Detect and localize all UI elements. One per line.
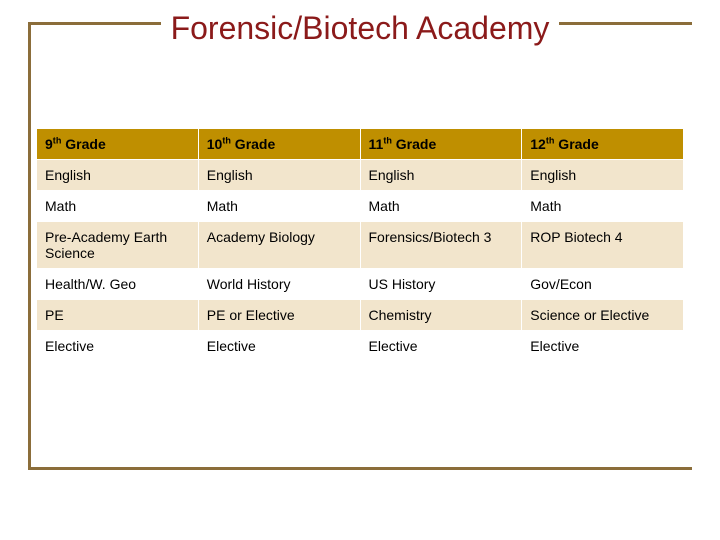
cell: Pre-Academy Earth Science (37, 222, 199, 269)
col-header-10th: 10th Grade (198, 129, 360, 160)
cell: Elective (360, 331, 522, 362)
col-header-9th: 9th Grade (37, 129, 199, 160)
cell: ROP Biotech 4 (522, 222, 684, 269)
table-body: English English English English Math Mat… (37, 160, 684, 362)
cell: PE (37, 300, 199, 331)
table-row: English English English English (37, 160, 684, 191)
cell: English (37, 160, 199, 191)
cell: Math (198, 191, 360, 222)
table-row: Pre-Academy Earth Science Academy Biolog… (37, 222, 684, 269)
cell: Health/W. Geo (37, 269, 199, 300)
cell: Science or Elective (522, 300, 684, 331)
cell: Elective (198, 331, 360, 362)
cell: Math (360, 191, 522, 222)
table-row: Math Math Math Math (37, 191, 684, 222)
cell: World History (198, 269, 360, 300)
cell: English (360, 160, 522, 191)
cell: Forensics/Biotech 3 (360, 222, 522, 269)
title-container: Forensic/Biotech Academy (0, 10, 720, 47)
cell: Elective (37, 331, 199, 362)
cell: Math (522, 191, 684, 222)
cell: PE or Elective (198, 300, 360, 331)
table-row: Health/W. Geo World History US History G… (37, 269, 684, 300)
page-title: Forensic/Biotech Academy (161, 10, 560, 47)
cell: Elective (522, 331, 684, 362)
cell: Chemistry (360, 300, 522, 331)
cell: Math (37, 191, 199, 222)
cell: English (522, 160, 684, 191)
col-header-12th: 12th Grade (522, 129, 684, 160)
cell: English (198, 160, 360, 191)
table-container: 9th Grade 10th Grade 11th Grade 12th Gra… (36, 128, 684, 362)
cell: Gov/Econ (522, 269, 684, 300)
cell: US History (360, 269, 522, 300)
table-row: Elective Elective Elective Elective (37, 331, 684, 362)
table-header-row: 9th Grade 10th Grade 11th Grade 12th Gra… (37, 129, 684, 160)
cell: Academy Biology (198, 222, 360, 269)
curriculum-table: 9th Grade 10th Grade 11th Grade 12th Gra… (36, 128, 684, 362)
col-header-11th: 11th Grade (360, 129, 522, 160)
table-row: PE PE or Elective Chemistry Science or E… (37, 300, 684, 331)
